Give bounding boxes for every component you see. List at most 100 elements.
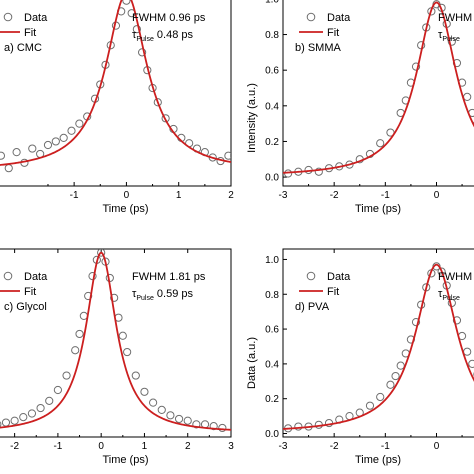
data-point [28,144,37,153]
data-point [45,396,54,405]
legend-data-label: Data [24,271,48,283]
x-tick-label: -1 [381,190,390,201]
data-point [12,148,21,157]
y-axis-title: Intensity (a.u.) [246,83,258,153]
plot-frame [282,0,474,187]
data-point [161,114,170,123]
y-tick-label: 0.6 [265,66,279,77]
data-point [0,421,2,428]
data-point [88,272,97,281]
y-axis-title: Data (a.u.) [246,337,258,389]
data-point [62,371,71,380]
data-point [43,140,53,150]
data-point [118,331,127,340]
plot-frame [282,248,474,438]
x-tick-label: -2 [10,441,19,452]
fit-line [0,0,231,166]
panel-c: -2 -1 0 1 2 3 Time (ps) Data Fit c) Glycol FWHM 1.… [0,248,234,466]
tau-annotation: τPulse [438,29,460,43]
plot-frame [0,248,232,438]
data-point [36,403,45,413]
x-tick-label: -1 [53,441,62,452]
x-tick-label: -1 [381,441,390,452]
fit-line [283,1,474,174]
x-tick-label: -2 [330,190,339,201]
data-point [411,318,421,327]
x-tick-label: 2 [185,441,191,452]
panel-label: c) Glycol [4,301,47,313]
data-point [157,405,166,414]
fwhm-annotation: FWHM [438,12,472,24]
data-point [166,411,175,420]
data-point [97,249,106,257]
fwhm-annotation: FWHM 1.81 ps [132,271,206,283]
y-tick-label: 0.8 [265,30,279,41]
x-tick-label: -3 [279,190,288,201]
data-point [376,392,385,402]
data-point [1,418,11,427]
data-point [131,371,140,380]
data-point [75,329,84,339]
data-point [71,346,80,355]
y-tick-label: 0.0 [265,173,279,184]
y-tick-label: 0.8 [265,290,279,301]
data-point [183,416,192,425]
tau-annotation: τPulse [438,288,460,302]
data-point [67,126,76,135]
x-tick-label: 2 [228,190,234,201]
x-tick-label: 1 [142,441,148,452]
fit-line [0,251,231,431]
x-axis-title: Time (ps) [355,454,401,466]
plot-area [0,0,231,173]
data-point [123,347,132,357]
x-tick-label: 0 [434,441,440,452]
legend-data-marker [306,12,316,22]
data-point [452,316,462,325]
data-point [153,98,162,107]
legend-fit-label: Fit [327,27,339,39]
y-tick-label: 1.0 [265,0,279,5]
plot-area [283,262,474,433]
data-point [122,0,131,5]
x-tick-label: -2 [330,441,339,452]
data-point [386,380,395,389]
legend-data-marker [3,12,13,22]
data-point [294,422,303,431]
data-point [149,398,158,407]
legend-fit-label: Fit [24,27,36,39]
x-tick-label: 0 [434,190,440,201]
data-point [192,420,201,429]
data-point [110,293,119,302]
x-tick-label: 0 [98,441,104,452]
data-point [396,361,405,370]
legend-data-label: Data [327,271,351,283]
legend-data-marker [3,271,13,281]
y-tick-label: 0.6 [265,325,279,336]
x-tick-label: -1 [70,190,79,201]
y-tick-label: 1.0 [265,255,279,266]
data-point [75,119,84,128]
x-tick-label: 3 [228,441,234,452]
data-point [224,151,231,160]
fwhm-annotation: FWHM 0.96 ps [132,12,206,24]
tau-annotation: τPulse 0.48 ps [132,29,194,43]
x-tick-label: 0 [124,190,130,201]
data-point [27,409,37,418]
data-point [140,387,149,396]
y-tick-label: 0.2 [265,137,279,148]
x-tick-label: -3 [279,441,288,452]
panel-d: -3-2-101Time (ps)0.00.20.40.60.81.0Data … [246,248,474,466]
x-axis-title: Time (ps) [355,203,401,215]
fit-line [283,263,474,430]
data-point [132,25,141,34]
data-point [84,291,93,301]
plot-frame [0,0,232,187]
data-point [51,137,60,146]
fwhm-annotation: FWHM [438,271,472,283]
x-axis-title: Time (ps) [102,454,148,466]
data-point [463,92,472,102]
data-point [314,167,323,176]
data-point [138,48,147,57]
data-point [468,359,474,368]
